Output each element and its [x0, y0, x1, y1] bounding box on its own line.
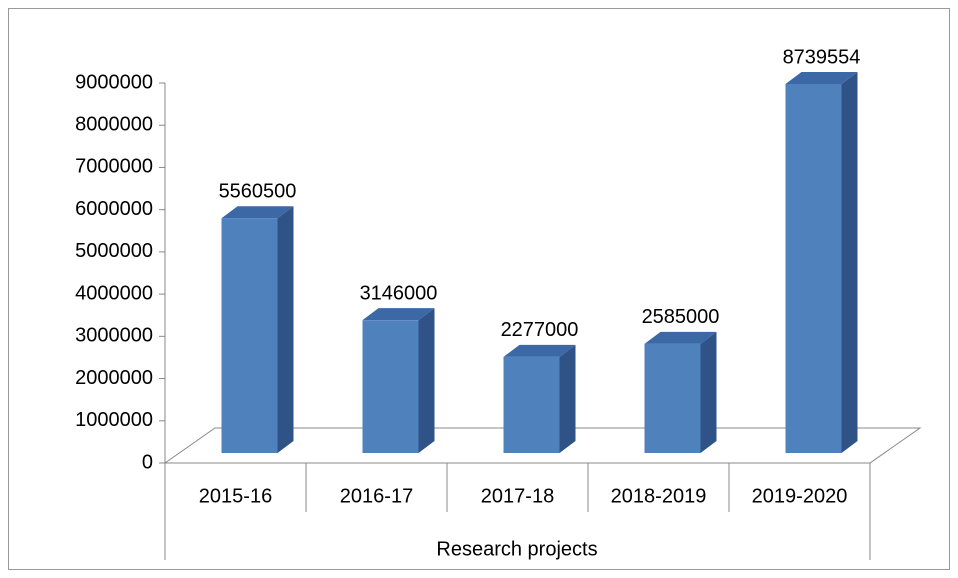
- y-tick-label: 6000000: [75, 198, 153, 220]
- bar: [503, 356, 560, 453]
- y-tick-label: 3000000: [75, 325, 153, 347]
- bar-top: [362, 308, 435, 321]
- bar: [221, 218, 278, 453]
- bar: [785, 83, 842, 453]
- bar-side: [418, 308, 435, 453]
- y-tick-label: 9000000: [75, 71, 153, 93]
- x-tick-label: 2019-2020: [752, 485, 848, 507]
- data-label: 5560500: [219, 181, 297, 203]
- bar-side: [700, 331, 717, 453]
- x-tick-label: 2018-2019: [611, 485, 707, 507]
- y-tick-label: 7000000: [75, 156, 153, 178]
- x-tick-label: 2016-17: [340, 485, 413, 507]
- floor: [163, 427, 922, 464]
- bar: [362, 320, 419, 453]
- y-tick-label: 4000000: [75, 282, 153, 304]
- bar-top: [785, 71, 858, 84]
- y-tick-label: 2000000: [75, 367, 153, 389]
- bar-side: [277, 206, 294, 453]
- data-label: 3146000: [360, 282, 438, 304]
- data-label: 2277000: [501, 319, 579, 341]
- data-label: 8739554: [783, 46, 861, 68]
- x-tick-label: 2017-18: [481, 485, 554, 507]
- y-tick-label: 0: [142, 451, 153, 473]
- y-tick-label: 8000000: [75, 114, 153, 136]
- bar: [644, 343, 701, 453]
- x-axis-label: Research projects: [436, 538, 597, 560]
- bar-top: [221, 206, 294, 219]
- data-label: 2585000: [642, 306, 720, 328]
- bar-top: [644, 331, 717, 344]
- y-tick-label: 1000000: [75, 409, 153, 431]
- bar-side: [559, 344, 576, 453]
- bar-top: [503, 344, 576, 357]
- bar-side: [841, 71, 858, 453]
- x-tick-label: 2015-16: [199, 485, 272, 507]
- y-tick-label: 5000000: [75, 240, 153, 262]
